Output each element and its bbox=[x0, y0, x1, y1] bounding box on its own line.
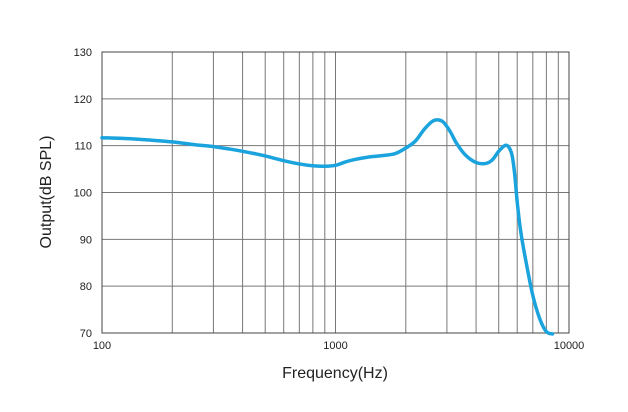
x-tick-label: 1000 bbox=[323, 340, 347, 352]
y-tick-label: 110 bbox=[74, 141, 92, 153]
chart-grid bbox=[102, 52, 569, 333]
x-tick-label: 10000 bbox=[554, 340, 585, 352]
y-tick-label: 130 bbox=[74, 47, 92, 59]
y-tick-label: 90 bbox=[80, 234, 92, 246]
y-axis-label: Output(dB SPL) bbox=[38, 136, 55, 249]
y-tick-label: 120 bbox=[74, 94, 92, 106]
y-tick-label: 80 bbox=[80, 281, 92, 293]
y-tick-label: 100 bbox=[74, 188, 92, 200]
x-axis-label: Frequency(Hz) bbox=[282, 365, 388, 382]
plot-frame bbox=[101, 51, 570, 334]
y-tick-label: 70 bbox=[80, 328, 92, 340]
x-tick-label: 100 bbox=[93, 340, 111, 352]
axis-ticks: 70 80 90 100 110 120 130 100 1000 10000 bbox=[74, 47, 585, 352]
response-curve bbox=[100, 118, 555, 336]
